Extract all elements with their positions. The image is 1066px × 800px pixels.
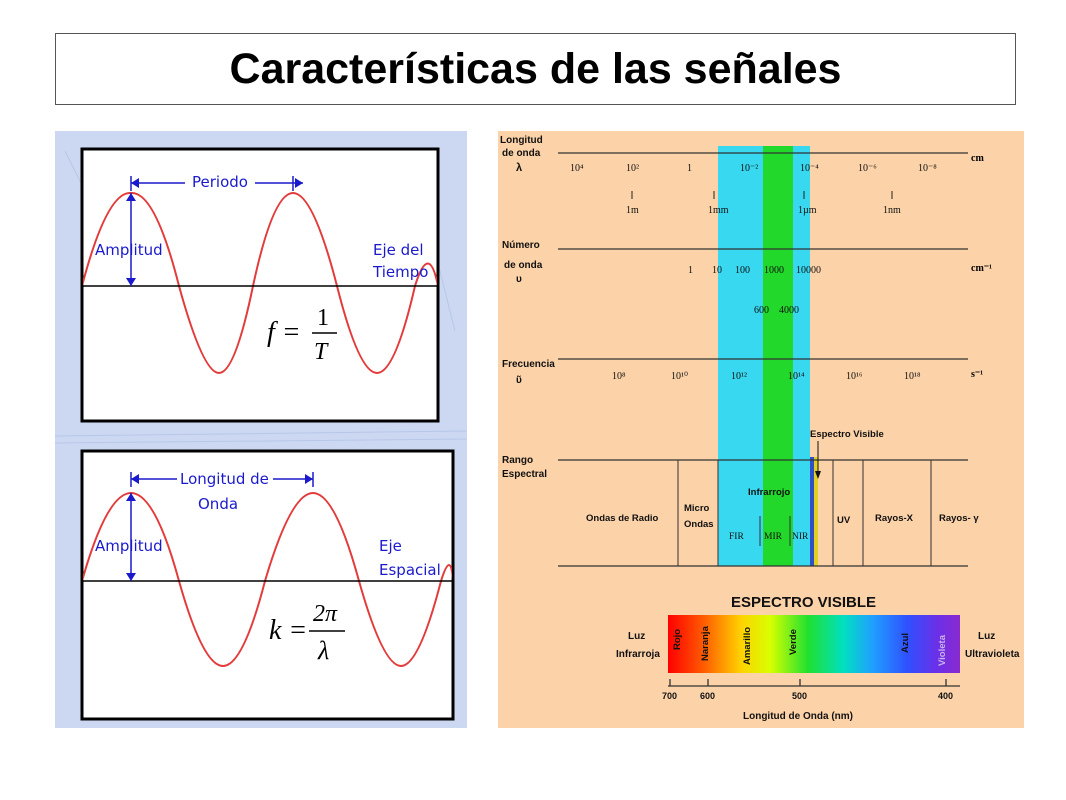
frequency-unit: s⁻¹ bbox=[971, 369, 983, 380]
vis-tick-700: 700 bbox=[662, 691, 677, 701]
fr-tick-0: 10⁸ bbox=[612, 371, 626, 382]
wavelength-row-label-2: de onda bbox=[502, 148, 541, 159]
wl-tick-1: 10² bbox=[626, 163, 639, 174]
range-micro-2: Ondas bbox=[684, 519, 714, 530]
wl-tick-3: 10⁻² bbox=[740, 163, 758, 174]
signal-panel: Periodo Amplitud Eje del Tiempo f = 1 T … bbox=[55, 131, 467, 728]
amplitude-label: Amplitud bbox=[95, 241, 163, 259]
wn-subtick-1: 4000 bbox=[779, 305, 799, 316]
vis-tick-500: 500 bbox=[792, 691, 807, 701]
luz-ultravioleta-1: Luz bbox=[978, 631, 995, 642]
frequency-row-label-2: ῦ bbox=[516, 375, 522, 386]
wl-tick-6: 10⁻⁸ bbox=[918, 163, 937, 174]
wavelength-label-2: Onda bbox=[198, 495, 238, 513]
range-nir: NIR bbox=[792, 532, 809, 542]
time-axis-label-2: Tiempo bbox=[372, 263, 428, 281]
wavenumber-row-label-1: Número bbox=[502, 240, 540, 251]
spectrum-panel: Longitud de onda λ cm 10⁴ 10² 1 10⁻² 10⁻… bbox=[498, 131, 1024, 728]
range-micro-1: Micro bbox=[684, 503, 710, 514]
space-wave bbox=[83, 491, 452, 668]
k-formula-den: λ bbox=[317, 636, 329, 665]
wavelength-row-label-3: λ bbox=[516, 162, 522, 174]
mir-band bbox=[763, 146, 793, 566]
vis-tick-600: 600 bbox=[700, 691, 715, 701]
k-formula-num: 2π bbox=[313, 601, 338, 627]
wn-subtick-0: 600 bbox=[754, 305, 769, 316]
range-fir: FIR bbox=[729, 532, 744, 542]
color-naranja: Naranja bbox=[700, 625, 711, 661]
visible-marker-label: Espectro Visible bbox=[810, 429, 884, 440]
space-axis-label-2: Espacial bbox=[379, 561, 441, 579]
em-spectrum-diagram: Longitud de onda λ cm 10⁴ 10² 1 10⁻² 10⁻… bbox=[500, 135, 1020, 722]
color-azul: Azul bbox=[900, 633, 911, 653]
title-box: Características de las señales bbox=[55, 33, 1016, 105]
range-infrared: Infrarrojo bbox=[748, 487, 790, 498]
wl-subtick-0: 1m bbox=[626, 205, 639, 216]
color-amarillo: Amarillo bbox=[742, 627, 753, 665]
space-axis-label-1: Eje bbox=[379, 537, 402, 555]
range-uv: UV bbox=[837, 515, 851, 526]
wavelength-unit: cm bbox=[971, 153, 984, 164]
wavelength-row-label-1: Longitud bbox=[500, 135, 543, 146]
fr-tick-2: 10¹² bbox=[731, 371, 747, 382]
wn-tick-0: 1 bbox=[688, 265, 693, 276]
wn-tick-3: 1000 bbox=[764, 265, 784, 276]
wl-tick-4: 10⁻⁴ bbox=[800, 163, 819, 174]
vis-axis-label: Longitud de Onda (nm) bbox=[743, 711, 853, 722]
space-domain-graph: Longitud de Onda Amplitud Eje Espacial k… bbox=[80, 449, 455, 721]
color-violeta: Violeta bbox=[937, 634, 948, 666]
wavenumber-row-label-2: de onda bbox=[504, 260, 543, 271]
luz-infrarroja-2: Infrarroja bbox=[616, 649, 660, 660]
wn-tick-4: 10000 bbox=[796, 265, 821, 276]
fr-tick-5: 10¹⁸ bbox=[904, 371, 921, 382]
fr-tick-4: 10¹⁶ bbox=[846, 371, 863, 382]
wn-tick-1: 10 bbox=[712, 265, 722, 276]
range-radio: Ondas de Radio bbox=[586, 513, 659, 524]
vis-tick-400: 400 bbox=[938, 691, 953, 701]
wl-tick-5: 10⁻⁶ bbox=[858, 163, 877, 174]
wavenumber-row-label-3: υ bbox=[516, 274, 522, 285]
visible-spectrum-bar bbox=[668, 615, 960, 673]
time-domain-graph: Periodo Amplitud Eje del Tiempo f = 1 T bbox=[80, 147, 440, 423]
period-label: Periodo bbox=[192, 173, 248, 191]
wl-tick-2: 1 bbox=[687, 163, 692, 174]
range-mir: MIR bbox=[764, 532, 783, 542]
color-rojo: Rojo bbox=[672, 629, 683, 650]
range-row-label-1: Rango bbox=[502, 455, 533, 466]
wl-subtick-2: 1µm bbox=[798, 205, 817, 216]
freq-formula-lhs: f = bbox=[267, 317, 301, 348]
color-verde: Verde bbox=[788, 629, 799, 655]
amplitude-label-2: Amplitud bbox=[95, 537, 163, 555]
wn-tick-2: 100 bbox=[735, 265, 750, 276]
freq-formula-num: 1 bbox=[317, 305, 329, 331]
range-gamma: Rayos- γ bbox=[939, 513, 979, 524]
signal-diagrams: Periodo Amplitud Eje del Tiempo f = 1 T … bbox=[55, 147, 467, 721]
range-row-label-2: Espectral bbox=[502, 469, 547, 480]
luz-ultravioleta-2: Ultravioleta bbox=[965, 649, 1020, 660]
page-title: Características de las señales bbox=[229, 44, 842, 93]
freq-formula-den: T bbox=[314, 339, 329, 365]
time-wave bbox=[83, 191, 437, 375]
fr-tick-3: 10¹⁴ bbox=[788, 371, 805, 382]
wl-subtick-1: 1mm bbox=[708, 205, 729, 216]
wavenumber-unit: cm⁻¹ bbox=[971, 263, 992, 274]
k-formula-lhs: k = bbox=[269, 615, 307, 646]
luz-infrarroja-1: Luz bbox=[628, 631, 645, 642]
frequency-row-label-1: Frecuencia bbox=[502, 359, 555, 370]
wl-tick-0: 10⁴ bbox=[570, 163, 584, 174]
time-axis-label-1: Eje del bbox=[373, 241, 424, 259]
wl-subtick-3: 1nm bbox=[883, 205, 901, 216]
wavelength-label-1: Longitud de bbox=[180, 470, 269, 488]
visible-title: ESPECTRO VISIBLE bbox=[731, 594, 876, 611]
range-xray: Rayos-X bbox=[875, 513, 914, 524]
fr-tick-1: 10¹⁰ bbox=[671, 371, 688, 382]
